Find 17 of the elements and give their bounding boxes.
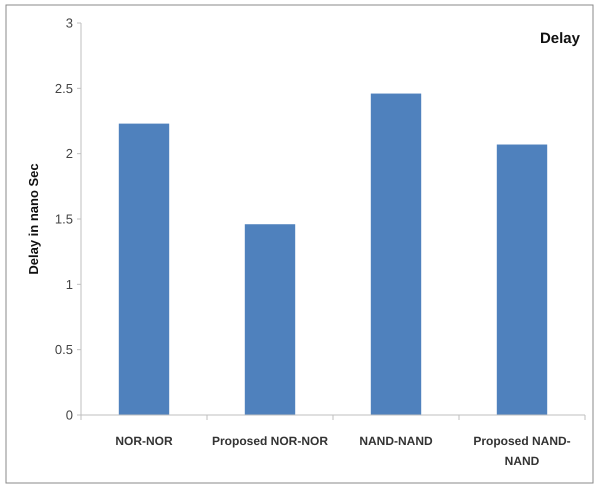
bar bbox=[370, 94, 422, 415]
y-tick-label: 0 bbox=[66, 408, 73, 423]
x-tick-label: Proposed NAND-NAND bbox=[473, 434, 571, 468]
y-tick-label: 2.5 bbox=[54, 80, 73, 96]
bar bbox=[244, 224, 296, 415]
x-tick-label: NAND-NAND bbox=[359, 434, 433, 448]
y-axis-title: Delay in nano Sec bbox=[26, 163, 41, 275]
bar bbox=[496, 144, 548, 415]
x-tick-label: Proposed NOR-NOR bbox=[212, 434, 328, 448]
y-tick-label: 3 bbox=[66, 16, 73, 31]
y-tick-label: 1.5 bbox=[54, 212, 73, 227]
bar bbox=[118, 124, 170, 415]
x-tick-label: NOR-NOR bbox=[115, 434, 173, 448]
y-tick-label: 2 bbox=[66, 146, 73, 162]
text: Delay bbox=[540, 30, 581, 47]
y-tick-label: 1 bbox=[66, 276, 73, 292]
y-tick-label: 0.5 bbox=[54, 342, 73, 358]
